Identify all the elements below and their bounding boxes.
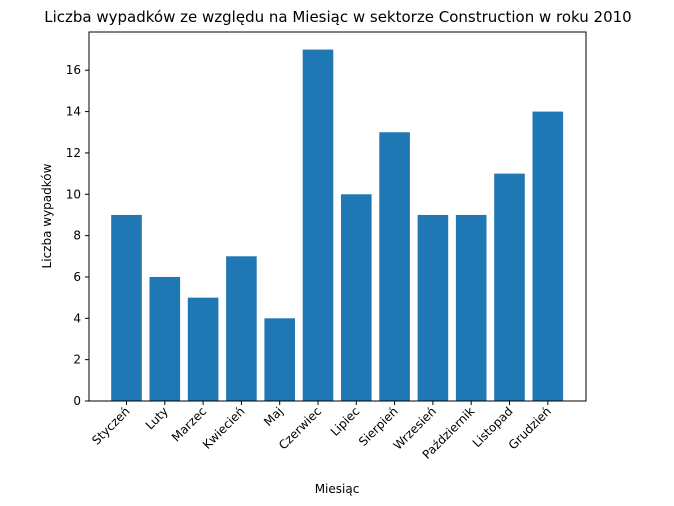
y-axis-label: Liczba wypadków xyxy=(40,163,54,268)
plot-frame xyxy=(88,31,587,402)
y-tick-label-10: 10 xyxy=(66,187,81,201)
chart-title: Liczba wypadków ze względu na Miesiąc w … xyxy=(44,8,631,26)
x-axis-label: Miesiąc xyxy=(315,482,360,496)
bar-9 xyxy=(417,214,449,401)
y-axis: 0 2 4 6 8 10 12 14 16 xyxy=(66,63,89,408)
bar-5 xyxy=(264,318,295,401)
bars-group xyxy=(111,49,564,401)
y-tick-label-12: 12 xyxy=(66,146,81,160)
bar-1 xyxy=(111,214,142,401)
y-tick-label-16: 16 xyxy=(66,63,81,77)
y-tick-label-6: 6 xyxy=(73,270,81,284)
y-tick-label-8: 8 xyxy=(73,229,81,243)
bar-3 xyxy=(187,297,219,401)
bar-4 xyxy=(226,256,257,401)
bar-6 xyxy=(302,49,334,401)
y-tick-label-0: 0 xyxy=(73,394,81,408)
bar-12 xyxy=(532,111,564,401)
y-tick-label-4: 4 xyxy=(73,311,81,325)
bar-8 xyxy=(379,132,410,401)
y-tick-label-14: 14 xyxy=(66,105,81,119)
bar-2 xyxy=(149,276,181,401)
y-tick-label-2: 2 xyxy=(73,353,81,367)
bar-10 xyxy=(455,214,487,401)
bar-11 xyxy=(494,173,525,401)
bar-7 xyxy=(341,194,372,401)
